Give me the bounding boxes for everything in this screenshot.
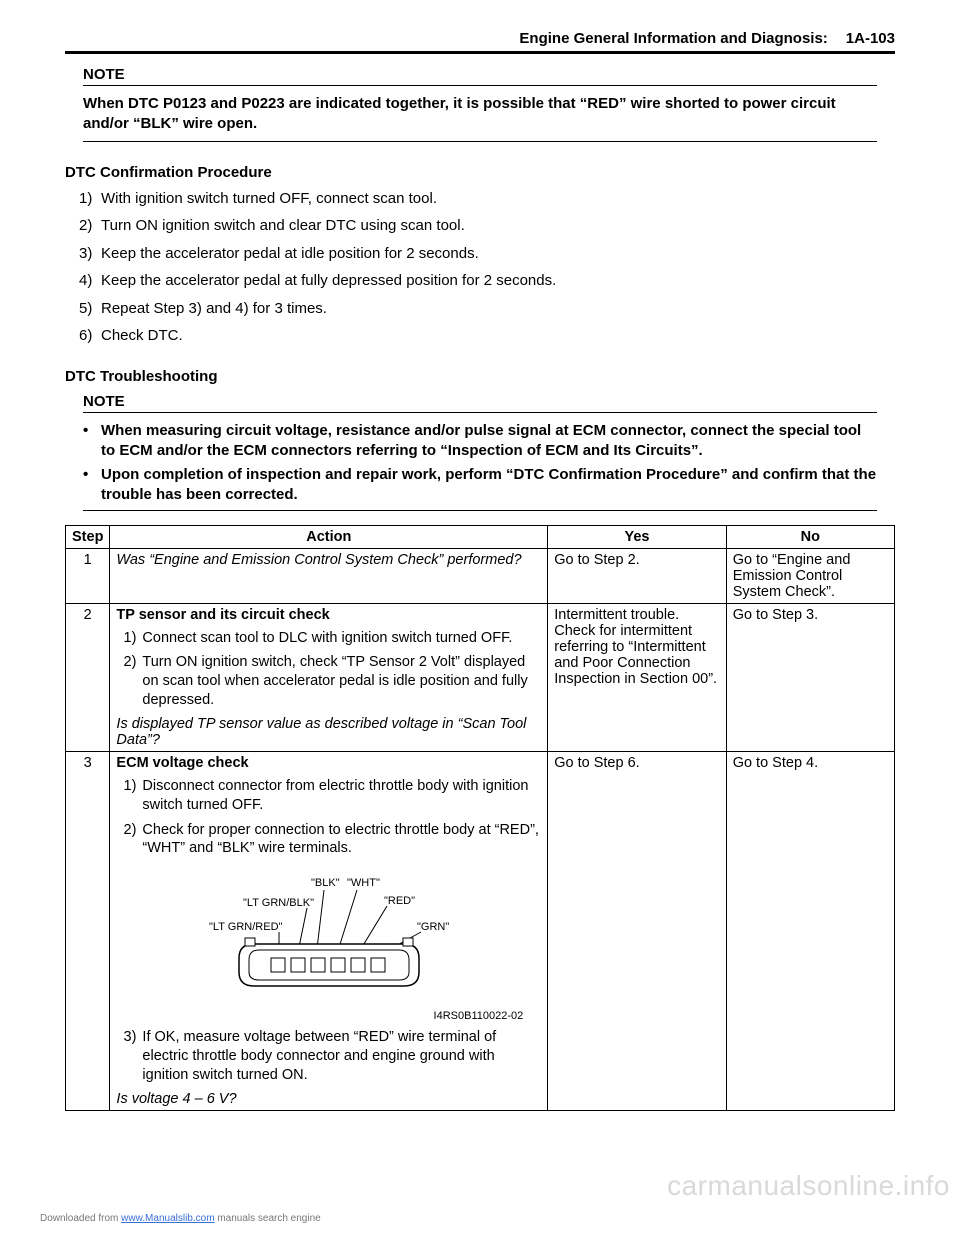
col-yes: Yes <box>548 525 726 548</box>
note-rule-top <box>83 85 877 86</box>
proc-item: 6)Check DTC. <box>79 326 895 346</box>
cell-action: TP sensor and its circuit check 1)Connec… <box>110 603 548 751</box>
action-subitem: 1)Connect scan tool to DLC with ignition… <box>116 629 541 648</box>
action-sublist: 1)Connect scan tool to DLC with ignition… <box>116 629 541 710</box>
table-row: 3 ECM voltage check 1)Disconnect connect… <box>66 751 895 1110</box>
cell-yes: Go to Step 6. <box>548 751 726 1110</box>
section-title: Engine General Information and Diagnosis… <box>519 30 827 47</box>
table-row: 1 Was “Engine and Emission Control Syste… <box>66 548 895 603</box>
note-rule-top <box>83 412 877 413</box>
action-subitem: 2)Turn ON ignition switch, check “TP Sen… <box>116 653 541 710</box>
cell-action: Was “Engine and Emission Control System … <box>110 548 548 603</box>
cell-yes: Intermittent trouble. Check for intermit… <box>548 603 726 751</box>
footer-pre: Downloaded from <box>40 1213 121 1224</box>
action-sublist-cont: 3)If OK, measure voltage between “RED” w… <box>116 1028 541 1085</box>
cell-no: Go to “Engine and Emission Control Syste… <box>726 548 894 603</box>
footer: Downloaded from www.Manualslib.com manua… <box>40 1213 321 1224</box>
connector-figure: "BLK" "WHT" "RED" "LT GRN/BLK" "GRN" "LT… <box>116 872 541 1006</box>
proc-item: 3)Keep the accelerator pedal at idle pos… <box>79 244 895 264</box>
proc-item: 5)Repeat Step 3) and 4) for 3 times. <box>79 299 895 319</box>
table-row: 2 TP sensor and its circuit check 1)Conn… <box>66 603 895 751</box>
figure-id: I4RS0B110022-02 <box>116 1010 523 1022</box>
cell-no: Go to Step 4. <box>726 751 894 1110</box>
note-rule-bottom <box>83 510 877 511</box>
troubleshooting-table: Step Action Yes No 1 Was “Engine and Emi… <box>65 525 895 1111</box>
header-rule <box>65 51 895 54</box>
note-block-2: NOTE •When measuring circuit voltage, re… <box>83 393 877 511</box>
connector-svg: "BLK" "WHT" "RED" "LT GRN/BLK" "GRN" "LT… <box>179 872 479 1002</box>
lbl-ltgrnblk: "LT GRN/BLK" <box>243 897 314 909</box>
col-no: No <box>726 525 894 548</box>
watermark: carmanualsonline.info <box>667 1170 950 1202</box>
proc-item: 1)With ignition switch turned OFF, conne… <box>79 189 895 209</box>
cell-no: Go to Step 3. <box>726 603 894 751</box>
note-block-1: NOTE When DTC P0123 and P0223 are indica… <box>83 66 877 142</box>
note-rule-bottom <box>83 141 877 142</box>
action-subitem: 1)Disconnect connector from electric thr… <box>116 777 541 815</box>
page-ref: 1A-103 <box>846 30 895 47</box>
lbl-red: "RED" <box>384 895 415 907</box>
footer-link[interactable]: www.Manualslib.com <box>121 1213 214 1224</box>
table-header-row: Step Action Yes No <box>66 525 895 548</box>
cell-step: 1 <box>66 548 110 603</box>
note-label: NOTE <box>83 66 877 83</box>
note-bullet: •Upon completion of inspection and repai… <box>83 465 877 506</box>
action-subitem: 3)If OK, measure voltage between “RED” w… <box>116 1028 541 1085</box>
cell-yes: Go to Step 2. <box>548 548 726 603</box>
action-subitem: 2)Check for proper connection to electri… <box>116 821 541 859</box>
note-bullet: •When measuring circuit voltage, resista… <box>83 421 877 462</box>
page: Engine General Information and Diagnosis… <box>0 0 960 1242</box>
footer-post: manuals search engine <box>215 1213 321 1224</box>
lbl-wht: "WHT" <box>347 877 380 889</box>
lbl-grn: "GRN" <box>417 921 449 933</box>
proc-item: 2)Turn ON ignition switch and clear DTC … <box>79 216 895 236</box>
note-body: When DTC P0123 and P0223 are indicated t… <box>83 94 877 135</box>
lbl-blk: "BLK" <box>311 877 340 889</box>
col-step: Step <box>66 525 110 548</box>
note-bullets: •When measuring circuit voltage, resista… <box>83 421 877 506</box>
troubleshooting-heading: DTC Troubleshooting <box>65 368 895 385</box>
note-label: NOTE <box>83 393 877 410</box>
page-header: Engine General Information and Diagnosis… <box>65 30 895 47</box>
action-sublist: 1)Disconnect connector from electric thr… <box>116 777 541 858</box>
cell-action: ECM voltage check 1)Disconnect connector… <box>110 751 548 1110</box>
cell-step: 2 <box>66 603 110 751</box>
col-action: Action <box>110 525 548 548</box>
cell-step: 3 <box>66 751 110 1110</box>
proc-heading: DTC Confirmation Procedure <box>65 164 895 181</box>
proc-list: 1)With ignition switch turned OFF, conne… <box>65 189 895 346</box>
proc-item: 4)Keep the accelerator pedal at fully de… <box>79 271 895 291</box>
lbl-ltgrnred: "LT GRN/RED" <box>209 921 283 933</box>
